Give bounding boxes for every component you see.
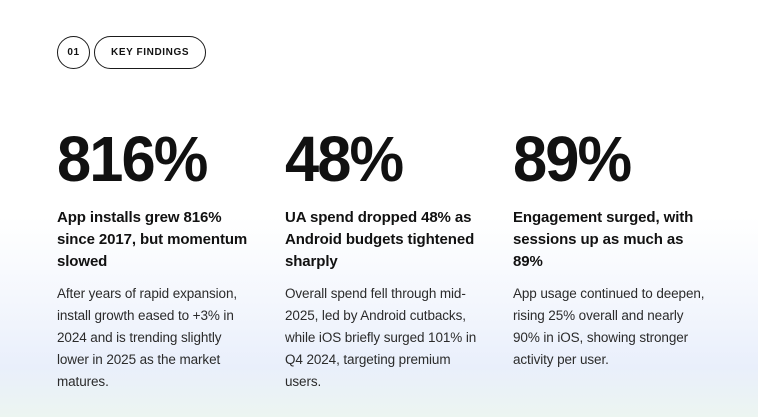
stat-column-installs: 816% App installs grew 816% since 2017, … bbox=[57, 127, 256, 393]
stats-row: 816% App installs grew 816% since 2017, … bbox=[57, 127, 712, 393]
stat-body: App usage continued to deepen, rising 25… bbox=[513, 286, 705, 367]
stat-value: 48% bbox=[285, 123, 404, 195]
stat-value: 89% bbox=[513, 123, 632, 195]
section-title-badge: KEY FINDINGS bbox=[94, 36, 207, 69]
section-number-badge: 01 bbox=[57, 36, 90, 69]
stat-heading: UA spend dropped 48% as Android budgets … bbox=[285, 209, 475, 270]
stat-body: After years of rapid expansion, install … bbox=[57, 286, 238, 389]
stat-heading: Engagement surged, with sessions up as m… bbox=[513, 209, 694, 270]
stat-column-ua-spend: 48% UA spend dropped 48% as Android budg… bbox=[285, 127, 484, 393]
stat-column-engagement: 89% Engagement surged, with sessions up … bbox=[513, 127, 712, 393]
stat-heading: App installs grew 816% since 2017, but m… bbox=[57, 209, 248, 270]
slide-header: 01 KEY FINDINGS bbox=[57, 36, 712, 69]
stat-body: Overall spend fell through mid-2025, led… bbox=[285, 286, 477, 389]
stat-value: 816% bbox=[57, 123, 208, 195]
